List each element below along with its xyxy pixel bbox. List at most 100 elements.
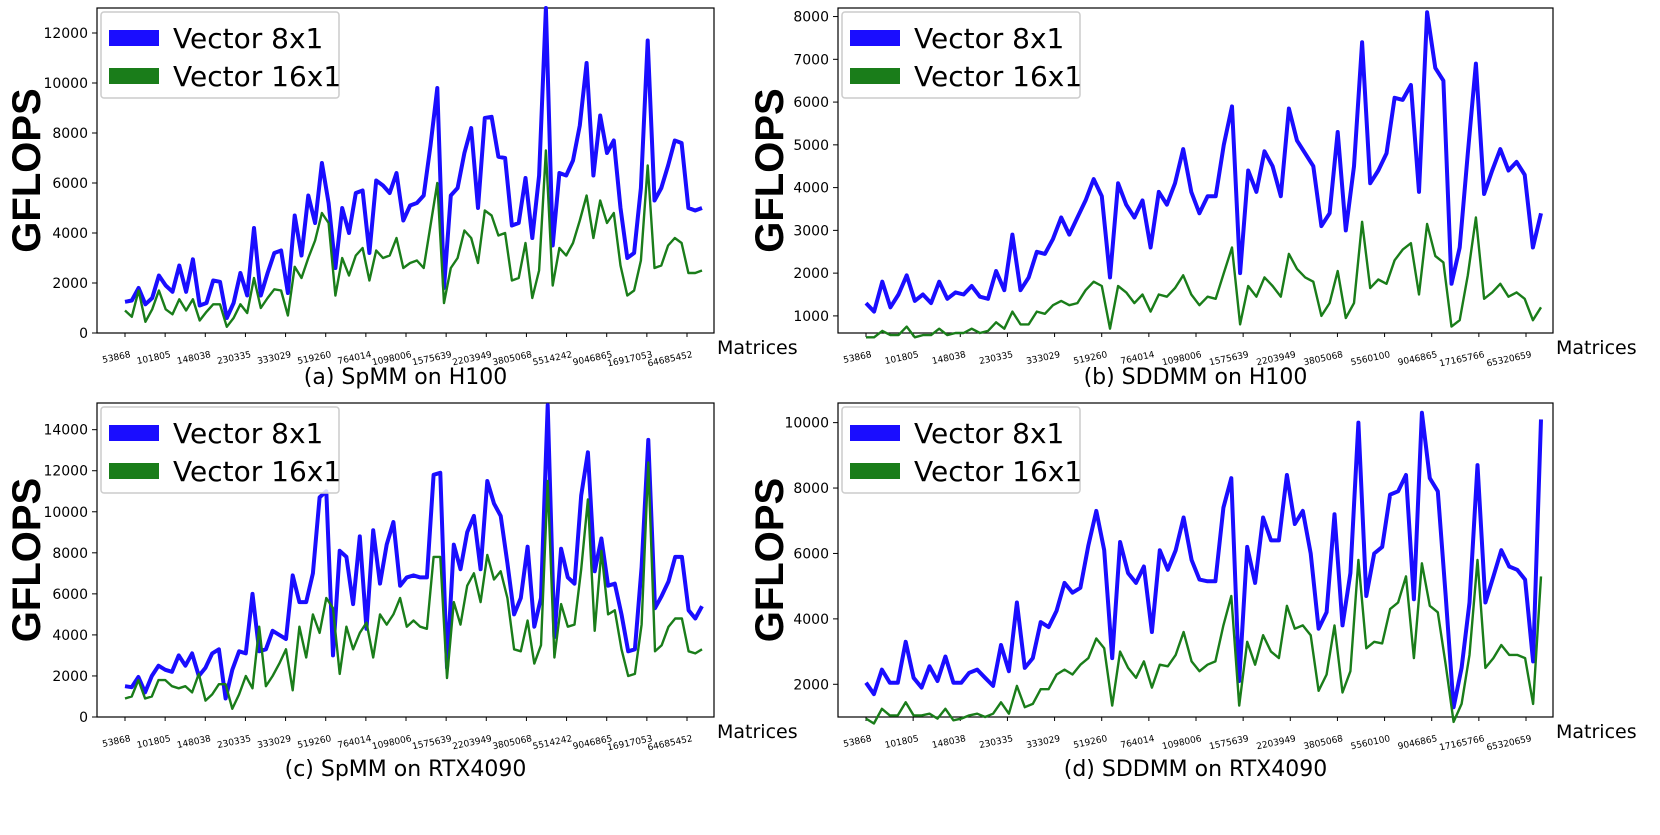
y-tick-label: 12000 <box>43 26 88 42</box>
x-tick-label: 17165766 <box>1439 734 1486 753</box>
x-tick-label: 1575639 <box>1208 734 1250 752</box>
series-line-vector-16x1 <box>865 558 1543 725</box>
x-tick-label: 764014 <box>337 734 373 751</box>
legend-label: Vector 8x1 <box>914 22 1064 55</box>
x-tick-label: 1098006 <box>371 734 413 752</box>
panel-caption: (c) SpMM on RTX4090 <box>285 757 527 782</box>
x-tick-label: 764014 <box>1120 734 1156 751</box>
y-tick-label: 2000 <box>52 276 88 292</box>
legend-label: Vector 16x1 <box>914 455 1082 488</box>
x-tick-label: 333029 <box>257 350 293 367</box>
x-tick-label: 519260 <box>1073 734 1109 751</box>
legend-label: Vector 16x1 <box>173 60 341 93</box>
legend-swatch <box>109 68 159 84</box>
legend-box <box>841 406 1081 494</box>
x-tick-label: 148038 <box>931 734 967 751</box>
y-tick-label: 2000 <box>793 266 829 282</box>
x-tick-label: 65320659 <box>1486 734 1533 753</box>
x-tick-label: 2203949 <box>452 734 494 752</box>
x-tick-label: 1098006 <box>1161 734 1203 752</box>
y-tick-label: 10000 <box>43 76 88 92</box>
panel-caption: (d) SDDMM on RTX4090 <box>1064 757 1328 782</box>
y-tick-label: 6000 <box>793 95 829 111</box>
x-tick-label: 101805 <box>136 734 172 751</box>
legend-swatch <box>850 30 900 46</box>
legend: Vector 8x1 Vector 16x1 <box>841 406 1082 494</box>
x-axis-label: Matrices <box>1556 337 1637 359</box>
x-tick-label: 5560100 <box>1350 734 1392 752</box>
x-tick-label: 148038 <box>176 350 212 367</box>
y-tick-label: 4000 <box>52 226 88 242</box>
legend-swatch <box>109 463 159 479</box>
x-tick-label: 148038 <box>176 734 212 751</box>
y-tick-label: 8000 <box>793 481 829 497</box>
y-tick-label: 14000 <box>43 423 88 439</box>
x-tick-label: 53868 <box>102 734 132 750</box>
x-tick-label: 333029 <box>1026 734 1062 751</box>
chart-panel-1: 1000 2000 3000 4000 5000 6000 7000 8000 53868 101… <box>748 7 1637 390</box>
legend: Vector 8x1 Vector 16x1 <box>841 11 1082 99</box>
x-tick-label: 5514242 <box>532 350 573 368</box>
x-tick-label: 64685452 <box>647 350 694 369</box>
x-tick-label: 148038 <box>931 350 967 367</box>
legend-label: Vector 8x1 <box>173 22 323 55</box>
chart-panel-0: 0 2000 4000 6000 8000 10000 12000 53868 101805 14… <box>5 6 798 390</box>
x-tick-label: 101805 <box>136 350 172 367</box>
x-axis-label: Matrices <box>1556 721 1637 743</box>
legend: Vector 8x1 Vector 16x1 <box>100 11 341 99</box>
y-tick-label: 4000 <box>52 628 88 644</box>
y-tick-label: 1000 <box>793 309 829 325</box>
series-line-vector-8x1 <box>864 410 1543 710</box>
x-tick-label: 333029 <box>257 734 293 751</box>
x-tick-label: 9046865 <box>1397 350 1438 368</box>
x-tick-label: 101805 <box>884 734 920 751</box>
y-tick-label: 0 <box>79 326 88 342</box>
chart-panel-3: 2000 4000 6000 8000 10000 53868 101805 148038 23… <box>748 402 1637 782</box>
x-tick-label: 333029 <box>1026 350 1062 367</box>
series-line-vector-8x1 <box>864 10 1543 314</box>
chart-panel-2: 0 2000 4000 6000 8000 10000 12000 14000 53868 101… <box>5 402 798 782</box>
legend: Vector 8x1 Vector 16x1 <box>100 406 341 494</box>
x-tick-label: 2203949 <box>1256 734 1298 752</box>
legend-box <box>841 11 1081 99</box>
y-tick-label: 7000 <box>793 52 829 68</box>
legend-swatch <box>850 425 900 441</box>
y-tick-label: 8000 <box>52 126 88 142</box>
legend-swatch <box>109 30 159 46</box>
series-line-vector-16x1 <box>866 216 1543 339</box>
y-tick-label: 4000 <box>793 181 829 197</box>
x-tick-label: 3805068 <box>1303 350 1345 368</box>
y-tick-label: 10000 <box>784 416 829 432</box>
x-tick-label: 519260 <box>297 734 333 751</box>
y-tick-label: 2000 <box>52 669 88 685</box>
legend-swatch <box>850 463 900 479</box>
x-tick-label: 17165766 <box>1439 350 1486 369</box>
legend-swatch <box>109 425 159 441</box>
x-tick-label: 5560100 <box>1350 350 1392 368</box>
x-tick-label: 65320659 <box>1486 350 1533 369</box>
x-tick-label: 230335 <box>216 734 252 751</box>
series-line-vector-16x1 <box>124 461 703 710</box>
series-line-vector-8x1 <box>124 6 703 320</box>
series-line-vector-16x1 <box>124 149 703 328</box>
y-tick-label: 10000 <box>43 505 88 521</box>
legend-box <box>100 11 340 99</box>
x-tick-label: 230335 <box>978 734 1014 751</box>
y-tick-label: 12000 <box>43 464 88 480</box>
y-tick-label: 5000 <box>793 138 829 154</box>
y-axis-label: GFLOPS <box>748 88 792 252</box>
y-tick-label: 6000 <box>52 587 88 603</box>
legend-box <box>100 406 340 494</box>
y-tick-label: 6000 <box>793 546 829 562</box>
series-line-vector-8x1 <box>124 403 704 701</box>
x-tick-label: 53868 <box>843 350 873 366</box>
legend-label: Vector 8x1 <box>173 417 323 450</box>
y-tick-label: 4000 <box>793 612 829 628</box>
legend-label: Vector 16x1 <box>173 455 341 488</box>
panel-caption: (a) SpMM on H100 <box>304 365 507 390</box>
y-axis-label: GFLOPS <box>5 478 49 642</box>
y-tick-label: 0 <box>79 710 88 726</box>
x-tick-label: 230335 <box>216 350 252 367</box>
x-tick-label: 3805068 <box>1303 734 1345 752</box>
